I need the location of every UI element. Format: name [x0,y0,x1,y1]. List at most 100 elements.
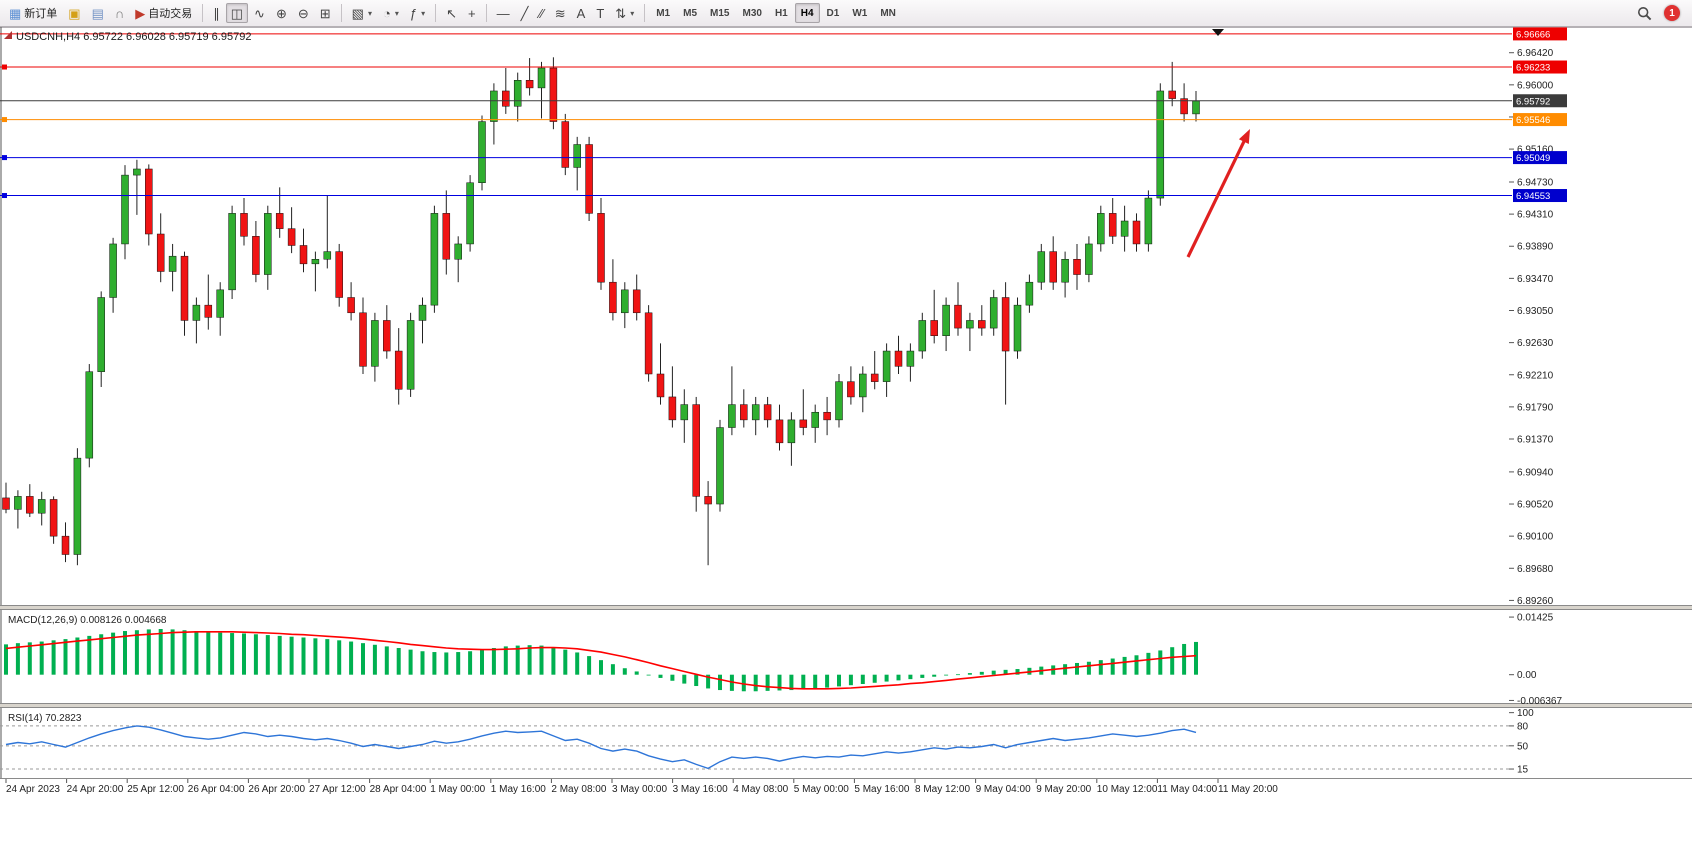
price-badge[interactable] [1513,151,1567,165]
time-axis-label[interactable]: 24 Apr 2023 [6,784,60,795]
macd-histogram-bar [63,639,68,675]
line-chart-mode-button[interactable]: ∿ [249,3,270,23]
trendline-button[interactable]: ╱ [516,3,534,23]
macd-histogram-bar [741,674,746,692]
time-axis-label[interactable]: 24 Apr 20:00 [67,784,124,795]
macd-histogram-bar [432,652,437,675]
fibonacci-button[interactable]: ≋ [550,3,571,23]
time-axis-label[interactable]: 26 Apr 04:00 [188,784,245,795]
shapes-button[interactable]: ⇅ ▾ [610,3,639,23]
time-axis-label[interactable]: 3 May 00:00 [612,784,667,795]
timeframe-m30-button[interactable]: M30 [736,3,767,23]
new-chart-button[interactable]: ▧ ▾ [347,3,377,23]
timeframe-h4-button[interactable]: H4 [794,3,820,23]
time-axis-label[interactable]: 1 May 00:00 [430,784,485,795]
bull-candle [1192,100,1200,115]
alerts-icon-button[interactable]: ▣ [63,3,85,23]
chart-region[interactable]: 6.964206.960006.955806.951606.947306.943… [0,27,1692,858]
macd-histogram-bar [51,640,56,675]
pane-divider[interactable] [0,605,1692,610]
chart-shift-marker[interactable] [1212,29,1224,36]
macd-histogram-bar [75,637,80,675]
time-axis-label[interactable]: 27 Apr 12:00 [309,784,366,795]
time-axis-label[interactable]: 25 Apr 12:00 [127,784,184,795]
chart-context-icon[interactable] [4,31,12,39]
macd-histogram-bar [860,674,865,684]
price-badge[interactable] [1513,189,1567,203]
time-axis-label[interactable]: 4 May 08:00 [733,784,788,795]
bear-candle [1180,98,1188,115]
text-button[interactable]: A [572,3,591,23]
hline-handle[interactable] [2,117,7,123]
time-axis-label[interactable]: 11 May 04:00 [1157,784,1217,795]
cursor-button[interactable]: ↖ [441,3,462,23]
bear-candle [156,233,165,272]
time-axis-label[interactable]: 2 May 08:00 [551,784,606,795]
trend-arrow[interactable] [1186,135,1248,258]
time-axis-label[interactable]: 5 May 16:00 [854,784,909,795]
hline-handle[interactable] [2,64,7,70]
search-button[interactable] [1635,4,1654,23]
time-axis-label[interactable]: 10 May 12:00 [1097,784,1158,795]
zoom-in-button[interactable]: ⊕ [271,3,292,23]
notification-badge[interactable]: 1 [1664,5,1680,21]
macd-histogram-bar [515,645,520,675]
price-badge[interactable] [1513,60,1567,74]
indicators-button[interactable]: ƒ ▾ [405,3,430,23]
bear-candle [1049,251,1057,283]
hline-handle[interactable] [2,155,7,161]
price-chart[interactable]: 6.964206.960006.955806.951606.947306.943… [0,27,1692,858]
text-label-button[interactable]: T [591,3,609,23]
price-badge[interactable] [1513,94,1567,108]
bull-candle [216,289,224,318]
price-tick-label: 6.93050 [1517,306,1554,317]
channel-button[interactable]: ⁄⁄ [534,3,548,23]
period-button[interactable]: ◔ ▾ [378,3,404,23]
new-order-button[interactable]: ▦ 新订单 [4,3,62,23]
bull-candle [406,320,415,390]
pane-divider[interactable] [0,703,1692,708]
bull-candle [109,243,117,298]
price-tick-label: 6.92210 [1517,370,1554,381]
time-axis-label[interactable]: 26 Apr 20:00 [248,784,305,795]
timeframe-d1-button[interactable]: D1 [821,3,846,23]
price-badge[interactable] [1513,27,1567,41]
ohlc-bars-button[interactable]: ∥ [208,3,225,23]
auto-trading-button-label: 自动交易 [148,8,193,20]
publisher-icon-button[interactable]: ▤ [87,3,109,23]
bear-candle [978,320,986,329]
timeframe-h1-button[interactable]: H1 [769,3,794,23]
macd-histogram-bar [158,629,163,675]
macd-histogram-bar [1158,650,1163,675]
macd-histogram-bar [753,674,758,692]
time-axis-label[interactable]: 11 May 20:00 [1218,784,1278,795]
time-axis-label[interactable]: 9 May 20:00 [1036,784,1091,795]
timeframe-m1-button[interactable]: M1 [650,3,676,23]
timeframe-m15-button[interactable]: M15 [704,3,735,23]
timeframe-mn-button[interactable]: MN [874,3,902,23]
macd-histogram-bar [527,645,532,675]
bull-candle [1144,197,1153,245]
crosshair-button[interactable]: + [463,3,481,23]
time-axis-label[interactable]: 28 Apr 04:00 [370,784,427,795]
time-axis-label[interactable]: 1 May 16:00 [491,784,546,795]
auto-trading-button[interactable]: ▶ 自动交易 [130,3,197,23]
support-icon-button[interactable]: ∩ [110,3,129,23]
macd-histogram-bar [646,674,651,676]
time-axis-label[interactable]: 8 May 12:00 [915,784,970,795]
timeframe-m5-button[interactable]: M5 [677,3,703,23]
candlestick-mode-button[interactable]: ◫ [225,3,249,23]
bear-candle [668,396,677,421]
bear-candle [930,320,938,336]
timeframe-w1-button[interactable]: W1 [846,3,873,23]
time-axis-label[interactable]: 3 May 16:00 [673,784,728,795]
tile-windows-button[interactable]: ⊞ [315,3,336,23]
time-axis-label[interactable]: 5 May 00:00 [794,784,849,795]
price-badge[interactable] [1513,113,1567,127]
macd-axis-label: 0.00 [1517,670,1537,681]
horizontal-line-button[interactable]: — [492,3,515,23]
macd-histogram-bar [134,630,139,675]
zoom-out-button[interactable]: ⊖ [293,3,314,23]
hline-handle[interactable] [2,193,7,199]
time-axis-label[interactable]: 9 May 04:00 [976,784,1031,795]
